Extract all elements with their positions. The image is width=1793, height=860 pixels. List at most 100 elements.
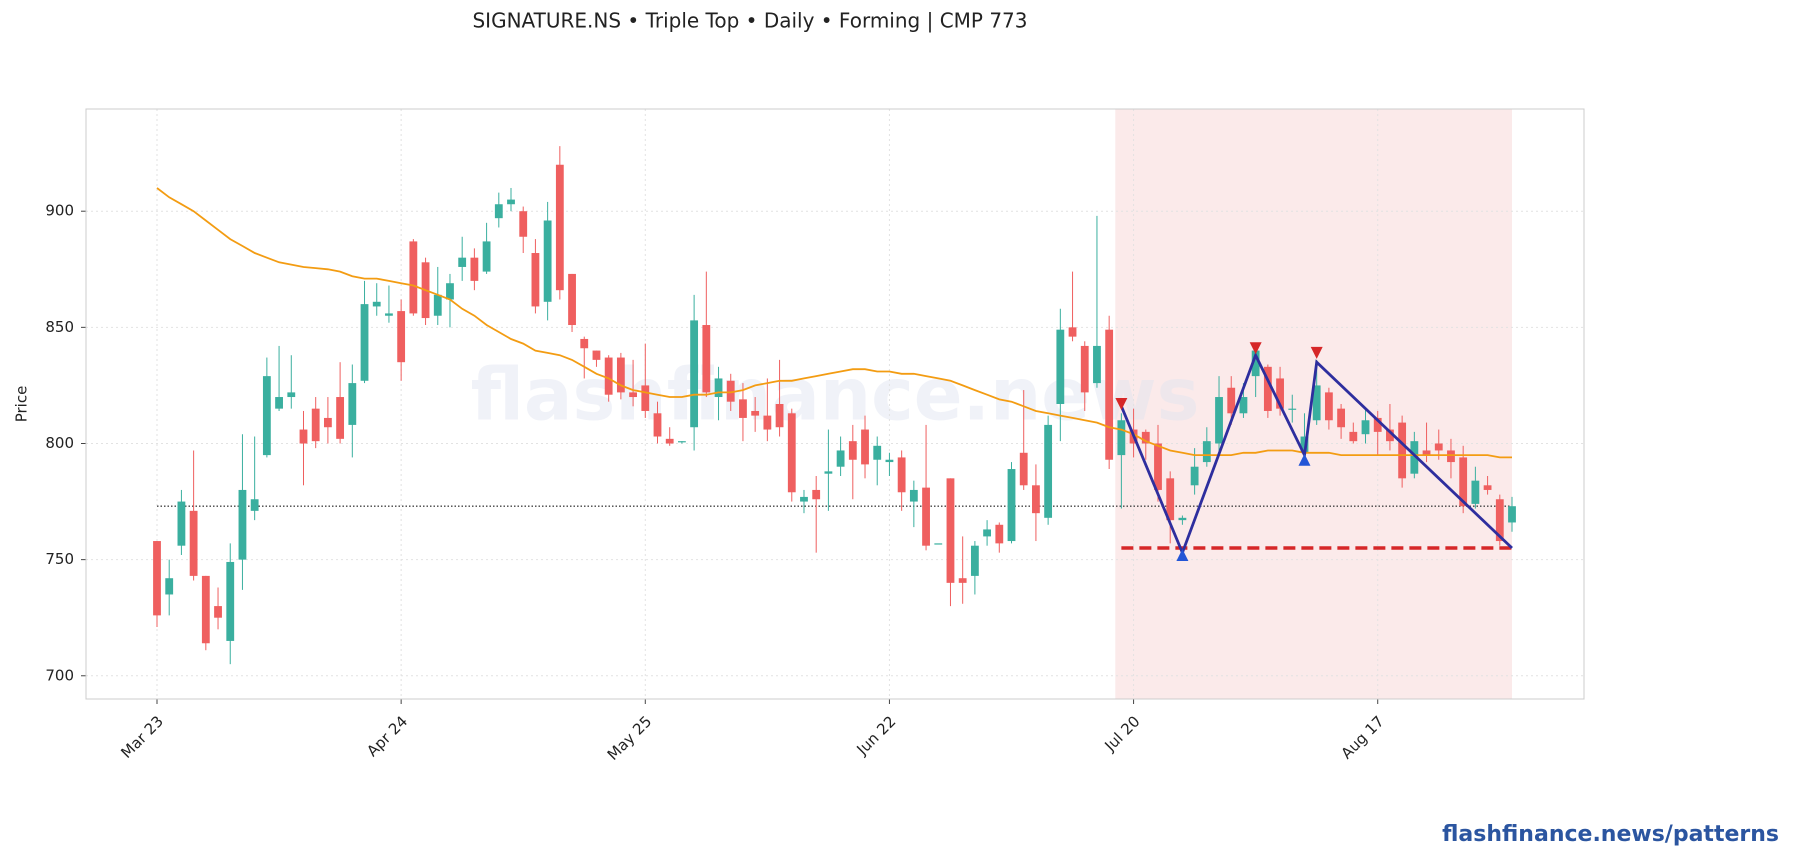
candle-body <box>787 413 796 493</box>
candle-body <box>568 273 576 326</box>
candle-body <box>909 489 918 502</box>
candle-body <box>629 392 637 398</box>
candle-body <box>1361 420 1370 435</box>
candle-body <box>287 392 296 398</box>
candle-body <box>507 199 515 205</box>
candle-body <box>1483 485 1492 490</box>
candle-body <box>861 429 869 465</box>
candle-body <box>336 397 345 439</box>
candle-body <box>1019 452 1028 486</box>
candle-body <box>1398 422 1407 479</box>
candle-body <box>873 445 882 460</box>
chart-title: SIGNATURE.NS • Triple Top • Daily • Form… <box>472 9 1027 33</box>
candle-body <box>1007 469 1016 542</box>
candle-body <box>1373 417 1382 432</box>
candle-body <box>739 399 747 418</box>
candle-body <box>678 441 686 443</box>
candle-body <box>983 529 991 537</box>
candle-body <box>1386 429 1394 442</box>
candle-body <box>275 397 283 409</box>
candle-body <box>1434 443 1443 451</box>
candle-body <box>153 541 161 616</box>
watermark: flashfinance.news <box>471 353 1200 437</box>
candle-body <box>189 510 198 576</box>
candle-body <box>1154 443 1162 490</box>
candle-body <box>494 204 503 219</box>
candle-body <box>1117 420 1126 456</box>
y-tick-label: 700 <box>45 666 74 684</box>
candle-body <box>1044 424 1053 518</box>
plot-frame <box>85 108 1585 700</box>
candle-body <box>616 357 625 393</box>
candle-body <box>299 429 308 444</box>
candle-body <box>897 457 906 493</box>
candle-body <box>580 338 589 349</box>
peak-marker <box>1115 398 1128 410</box>
candle-body <box>1471 480 1480 504</box>
candle-body <box>726 380 735 402</box>
candle-body <box>1422 450 1431 456</box>
candle-body <box>812 489 821 500</box>
y-tick-label: 900 <box>45 202 74 220</box>
candle-body <box>775 404 784 428</box>
candle-body <box>1276 378 1284 409</box>
candle-body <box>800 496 808 502</box>
candle-body <box>458 257 467 267</box>
candle-body <box>641 385 650 411</box>
candle-body <box>1093 345 1101 384</box>
candle-body <box>1080 345 1089 393</box>
candle-body <box>226 561 235 641</box>
candle-body <box>1215 397 1223 444</box>
candle-body <box>446 283 454 300</box>
candle-body <box>1166 478 1175 521</box>
candle-body <box>1495 499 1504 542</box>
candle-body <box>1190 466 1199 486</box>
candle-body <box>482 241 491 272</box>
candle-body <box>409 241 418 314</box>
candle-body <box>702 325 711 393</box>
candle-body <box>995 524 1004 544</box>
candle-body <box>1141 431 1150 444</box>
candle-body <box>177 501 186 546</box>
candle-body <box>751 410 760 416</box>
candle-body <box>1349 431 1358 442</box>
candle-body <box>348 383 357 425</box>
candle-body <box>1227 387 1236 414</box>
candle-body <box>970 545 979 576</box>
candle-body <box>1068 327 1077 337</box>
candle-body <box>372 301 381 307</box>
candle-body <box>1178 517 1187 521</box>
candle-body <box>531 253 540 307</box>
candle-body <box>934 543 943 545</box>
candle-body <box>848 441 857 460</box>
candle-body <box>1312 385 1321 421</box>
trough-marker <box>1176 548 1189 561</box>
candle-body <box>714 378 723 398</box>
candle-body <box>1508 506 1516 523</box>
candle-body <box>519 211 528 237</box>
candle-body <box>555 164 564 291</box>
candle-body <box>604 357 613 395</box>
candle-body <box>201 575 210 644</box>
candle-body <box>958 578 967 583</box>
peak-marker <box>1310 346 1323 359</box>
pattern-line <box>1120 351 1513 557</box>
candle-body <box>592 350 601 360</box>
y-tick-label: 750 <box>45 550 74 568</box>
footer: flashfinance.news/patterns <box>1442 822 1779 847</box>
candle-body <box>323 417 332 428</box>
candle-body <box>360 304 369 381</box>
candle-body <box>824 471 833 474</box>
sma-line <box>156 187 1512 459</box>
y-tick-label: 850 <box>45 318 74 336</box>
candle-body <box>1288 408 1297 410</box>
candle-body <box>885 459 894 463</box>
candle-body <box>165 578 174 595</box>
candle-body <box>214 606 222 618</box>
candle-body <box>1410 441 1419 474</box>
candle-body <box>690 320 699 428</box>
candle-body <box>311 408 320 442</box>
candle-body <box>262 376 271 456</box>
candle-body <box>1032 485 1040 514</box>
